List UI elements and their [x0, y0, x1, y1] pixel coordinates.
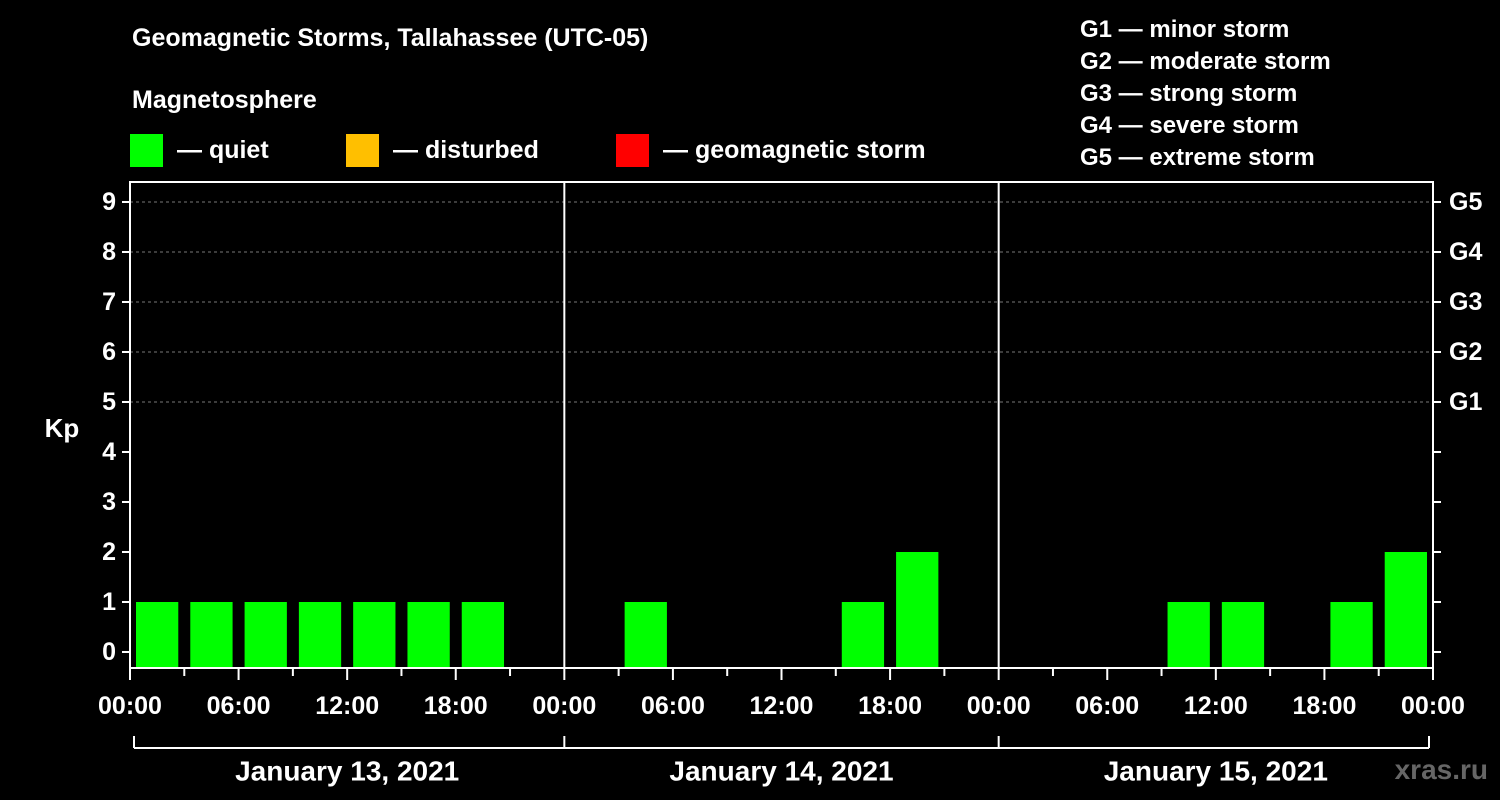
y-tick-label: 4 [102, 438, 116, 466]
kp-bar [624, 602, 667, 668]
y-tick-label: 8 [102, 238, 116, 266]
legend-swatch-disturbed [346, 133, 379, 167]
kp-bar [1167, 602, 1210, 668]
kp-bar [190, 602, 233, 668]
x-tick-label: 06:00 [641, 692, 705, 720]
y-tick-label: 7 [102, 288, 116, 316]
kp-bar [461, 602, 505, 668]
kp-bar [1330, 602, 1373, 668]
legend-label-disturbed: — disturbed [393, 135, 539, 164]
legend-swatch-quiet [130, 133, 163, 167]
x-tick-label: 06:00 [207, 692, 271, 720]
y-tick-label: 9 [102, 188, 116, 216]
storm-scale-legend: G1 — minor storm G2 — moderate storm G3 … [1080, 14, 1331, 174]
storm-scale-g5: G5 — extreme storm [1080, 144, 1315, 171]
day-label: January 15, 2021 [1104, 756, 1328, 787]
storm-scale-g2: G2 — moderate storm [1080, 48, 1331, 75]
g-tick-label: G3 [1449, 288, 1482, 316]
x-tick-label: 18:00 [1292, 692, 1356, 720]
x-tick-label: 18:00 [424, 692, 488, 720]
kp-bar [353, 602, 396, 668]
chart-title: Geomagnetic Storms, Tallahassee (UTC-05) [132, 24, 649, 52]
x-tick-label: 12:00 [315, 692, 379, 720]
y-tick-label: 1 [102, 588, 116, 616]
kp-bar [1221, 602, 1265, 668]
legend-item-storm: — geomagnetic storm [616, 133, 926, 167]
storm-scale-g4: G4 — severe storm [1080, 112, 1299, 139]
legend-label-quiet: — quiet [177, 135, 269, 164]
plot-frame [129, 181, 1434, 669]
x-tick-label: 00:00 [98, 692, 162, 720]
day-label: January 13, 2021 [235, 756, 459, 787]
legend-item-quiet: — quiet [130, 133, 269, 167]
kp-bar [244, 602, 287, 668]
storm-scale-g1: G1 — minor storm [1080, 16, 1290, 43]
x-tick-label: 00:00 [967, 692, 1031, 720]
y-tick-label: 0 [102, 638, 116, 666]
x-tick-label: 00:00 [1401, 692, 1465, 720]
y-tick-label: 5 [102, 388, 116, 416]
g-tick-label: G5 [1449, 188, 1482, 216]
kp-bar [136, 602, 179, 668]
x-tick-label: 06:00 [1075, 692, 1139, 720]
kp-bar [841, 602, 885, 668]
day-label: January 14, 2021 [669, 756, 893, 787]
storm-scale-g3: G3 — strong storm [1080, 80, 1298, 107]
x-tick-label: 18:00 [858, 692, 922, 720]
y-tick-label: 6 [102, 338, 116, 366]
g-tick-label: G4 [1449, 238, 1482, 266]
y-tick-label: 2 [102, 538, 116, 566]
g-tick-label: G1 [1449, 388, 1482, 416]
kp-bar [298, 602, 342, 668]
x-tick-label: 12:00 [1184, 692, 1248, 720]
g-tick-label: G2 [1449, 338, 1482, 366]
y-tick-label: 3 [102, 488, 116, 516]
legend-label-storm: — geomagnetic storm [663, 135, 926, 164]
legend-swatch-storm [616, 133, 649, 167]
kp-bar [407, 602, 450, 668]
kp-bar [896, 552, 939, 668]
kp-bar [1384, 552, 1427, 668]
y-axis-label: Kp [45, 413, 80, 443]
legend-item-disturbed: — disturbed [346, 133, 539, 167]
chart-subtitle: Magnetosphere [132, 86, 317, 114]
x-tick-label: 12:00 [750, 692, 814, 720]
x-tick-label: 00:00 [532, 692, 596, 720]
watermark: xras.ru [1394, 754, 1488, 785]
